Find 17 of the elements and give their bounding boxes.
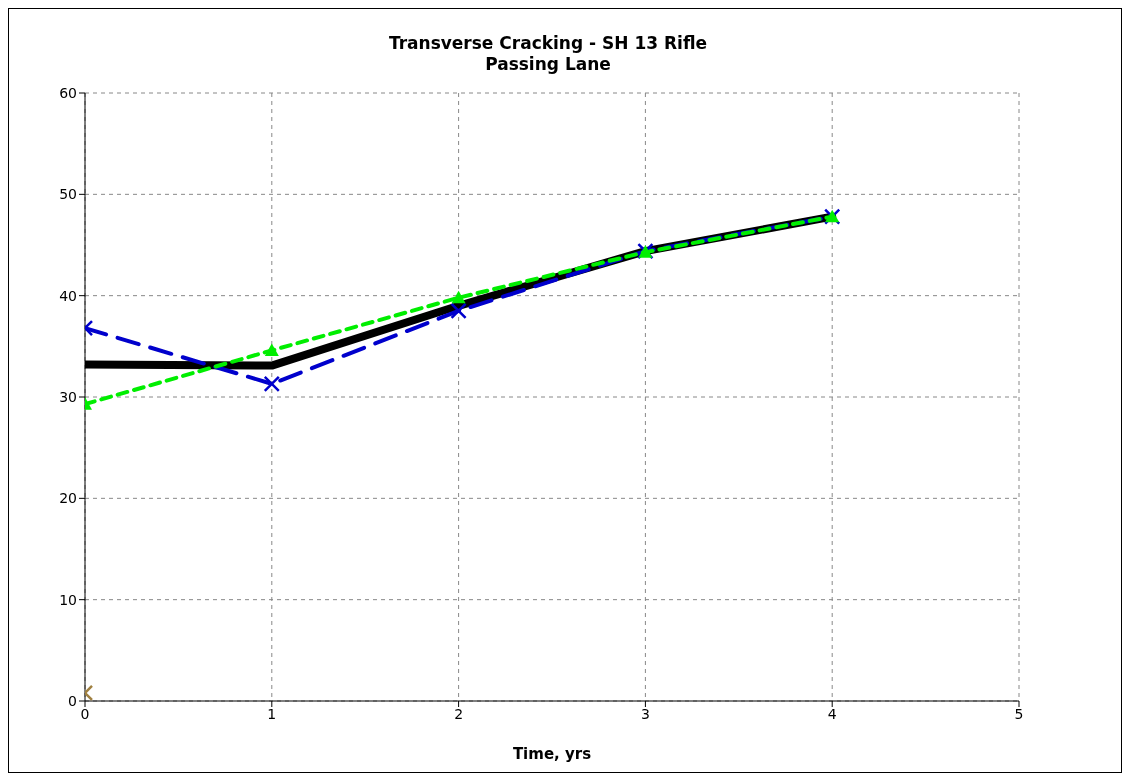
x-tick-label: 0 — [80, 705, 90, 722]
y-tick-label: 50 — [59, 186, 77, 203]
y-tick-label: 40 — [59, 287, 77, 304]
y-tick-label: 0 — [68, 692, 77, 709]
x-tick-label: 3 — [640, 705, 650, 722]
point — [451, 290, 466, 304]
chart-title: Transverse Cracking - SH 13 Rifle Passing Lane — [387, 33, 709, 75]
x-axis-title: Time, yrs — [512, 745, 592, 763]
y-tick-label: 30 — [59, 388, 77, 405]
y-tick-label: 60 — [59, 84, 77, 101]
x-tick-label: 5 — [1014, 705, 1024, 722]
x-tick-label: 2 — [454, 705, 464, 722]
y-tick-label: 10 — [59, 591, 77, 608]
point — [450, 302, 467, 320]
x-tick-label: 4 — [827, 705, 837, 722]
y-tick-label: 20 — [59, 490, 77, 507]
x-tick-label: 1 — [267, 705, 277, 722]
